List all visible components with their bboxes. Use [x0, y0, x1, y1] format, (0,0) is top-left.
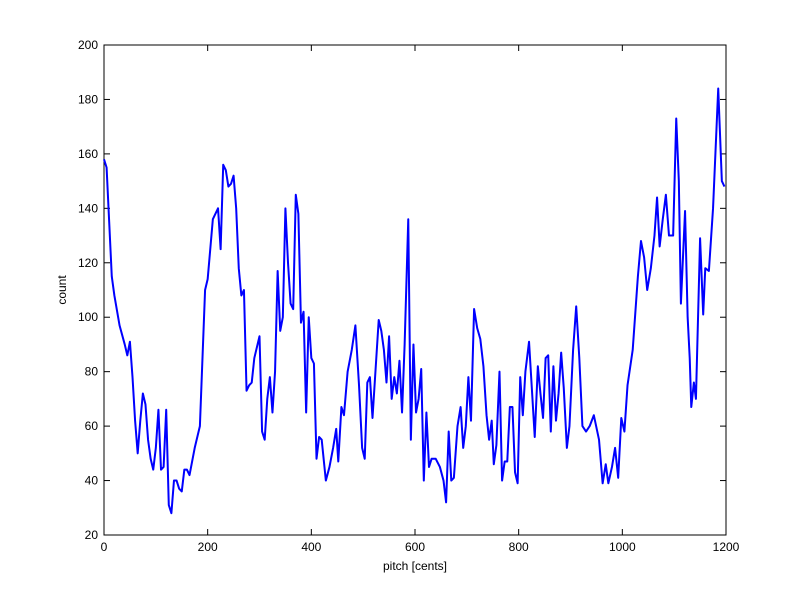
- y-tick-label: 80: [85, 365, 99, 379]
- y-tick-label: 140: [78, 201, 98, 215]
- y-tick-label: 40: [85, 474, 99, 488]
- x-tick-label: 0: [101, 540, 108, 554]
- x-tick-label: 800: [509, 540, 529, 554]
- y-tick-label: 60: [85, 419, 99, 433]
- y-tick-label: 20: [85, 528, 99, 542]
- y-tick-label: 160: [78, 147, 98, 161]
- x-tick-label: 1000: [609, 540, 636, 554]
- x-tick-label: 200: [198, 540, 218, 554]
- y-tick-label: 200: [78, 38, 98, 52]
- y-tick-label: 100: [78, 310, 98, 324]
- data-line: [103, 87, 726, 515]
- x-tick-label: 600: [405, 540, 425, 554]
- x-tick-label: 1200: [713, 540, 740, 554]
- x-axis-label: pitch [cents]: [383, 559, 447, 573]
- plot-frame: [103, 44, 727, 536]
- y-tick-label: 120: [78, 256, 98, 270]
- y-tick-label: 180: [78, 92, 98, 106]
- x-tick-label: 400: [301, 540, 321, 554]
- y-axis-label: count: [55, 275, 69, 305]
